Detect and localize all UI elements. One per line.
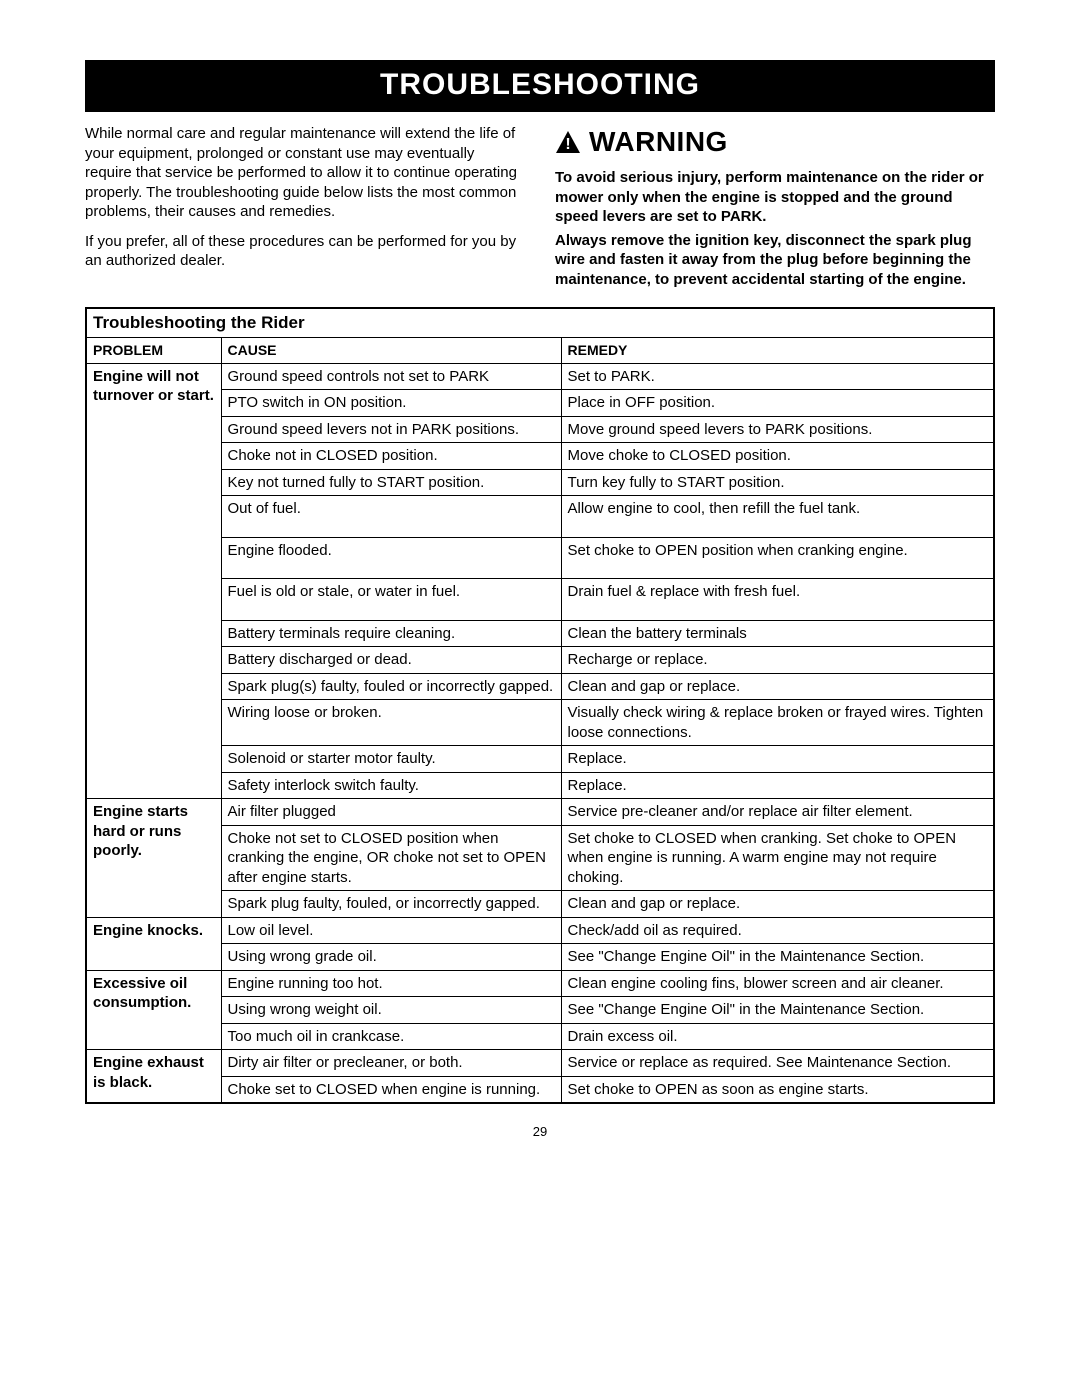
cause-cell: Engine running too hot. [221, 970, 561, 997]
table-row: Fuel is old or stale, or water in fuel.D… [86, 579, 994, 621]
cause-cell: Low oil level. [221, 917, 561, 944]
remedy-cell: Visually check wiring & replace broken o… [561, 700, 994, 746]
remedy-cell: Drain excess oil. [561, 1023, 994, 1050]
remedy-cell: Service or replace as required. See Main… [561, 1050, 994, 1077]
cause-cell: Engine flooded. [221, 537, 561, 579]
cause-cell: Air filter plugged [221, 799, 561, 826]
table-section-title: Troubleshooting the Rider [86, 308, 994, 338]
table-header-row: PROBLEM CAUSE REMEDY [86, 338, 994, 363]
table-row: Choke not set to CLOSED position when cr… [86, 825, 994, 891]
remedy-cell: Replace. [561, 772, 994, 799]
cause-cell: Ground speed levers not in PARK position… [221, 416, 561, 443]
intro-paragraph-2: If you prefer, all of these procedures c… [85, 232, 525, 271]
table-section-row: Troubleshooting the Rider [86, 308, 994, 338]
remedy-cell: Move ground speed levers to PARK positio… [561, 416, 994, 443]
remedy-cell: Check/add oil as required. [561, 917, 994, 944]
problem-cell: Engine knocks. [86, 917, 221, 970]
table-row: Engine starts hard or runs poorly.Air fi… [86, 799, 994, 826]
cause-cell: Choke not set to CLOSED position when cr… [221, 825, 561, 891]
page-title-bar: TROUBLESHOOTING [85, 60, 995, 112]
cause-cell: Wiring loose or broken. [221, 700, 561, 746]
remedy-cell: Allow engine to cool, then refill the fu… [561, 496, 994, 538]
table-row: Engine exhaust is black.Dirty air filter… [86, 1050, 994, 1077]
table-row: Key not turned fully to START position.T… [86, 469, 994, 496]
cause-cell: PTO switch in ON position. [221, 390, 561, 417]
cause-cell: Too much oil in crankcase. [221, 1023, 561, 1050]
table-row: Using wrong grade oil.See "Change Engine… [86, 944, 994, 971]
remedy-cell: Replace. [561, 746, 994, 773]
problem-cell: Excessive oil consumption. [86, 970, 221, 1050]
table-row: Too much oil in crankcase.Drain excess o… [86, 1023, 994, 1050]
svg-text:!: ! [565, 136, 570, 153]
remedy-cell: Service pre-cleaner and/or replace air f… [561, 799, 994, 826]
intro-paragraph-1: While normal care and regular maintenanc… [85, 124, 525, 222]
table-row: Engine knocks.Low oil level.Check/add oi… [86, 917, 994, 944]
table-row: Engine flooded.Set choke to OPEN positio… [86, 537, 994, 579]
warning-triangle-icon: ! [555, 130, 581, 154]
remedy-cell: Recharge or replace. [561, 647, 994, 674]
table-row: Choke set to CLOSED when engine is runni… [86, 1076, 994, 1103]
table-row: Wiring loose or broken.Visually check wi… [86, 700, 994, 746]
cause-cell: Using wrong weight oil. [221, 997, 561, 1024]
header-cause: CAUSE [221, 338, 561, 363]
warning-box: ! WARNING To avoid serious injury, perfo… [555, 124, 995, 293]
table-row: Solenoid or starter motor faulty.Replace… [86, 746, 994, 773]
warning-paragraph-2: Always remove the ignition key, disconne… [555, 231, 995, 290]
header-problem: PROBLEM [86, 338, 221, 363]
remedy-cell: Drain fuel & replace with fresh fuel. [561, 579, 994, 621]
table-row: Choke not in CLOSED position.Move choke … [86, 443, 994, 470]
cause-cell: Battery discharged or dead. [221, 647, 561, 674]
table-row: Battery discharged or dead.Recharge or r… [86, 647, 994, 674]
table-row: Excessive oil consumption.Engine running… [86, 970, 994, 997]
remedy-cell: Place in OFF position. [561, 390, 994, 417]
remedy-cell: Set choke to OPEN as soon as engine star… [561, 1076, 994, 1103]
table-row: Engine will not turnover or start.Ground… [86, 363, 994, 390]
remedy-cell: Move choke to CLOSED position. [561, 443, 994, 470]
remedy-cell: Set choke to OPEN position when cranking… [561, 537, 994, 579]
table-row: Spark plug faulty, fouled, or incorrectl… [86, 891, 994, 918]
intro-columns: While normal care and regular maintenanc… [85, 124, 995, 293]
remedy-cell: Set to PARK. [561, 363, 994, 390]
problem-cell: Engine will not turnover or start. [86, 363, 221, 799]
table-row: Ground speed levers not in PARK position… [86, 416, 994, 443]
remedy-cell: Clean engine cooling fins, blower screen… [561, 970, 994, 997]
cause-cell: Choke set to CLOSED when engine is runni… [221, 1076, 561, 1103]
cause-cell: Dirty air filter or precleaner, or both. [221, 1050, 561, 1077]
remedy-cell: See "Change Engine Oil" in the Maintenan… [561, 997, 994, 1024]
table-row: PTO switch in ON position.Place in OFF p… [86, 390, 994, 417]
warning-heading: ! WARNING [555, 124, 995, 160]
problem-cell: Engine starts hard or runs poorly. [86, 799, 221, 918]
troubleshooting-table: Troubleshooting the Rider PROBLEM CAUSE … [85, 307, 995, 1104]
cause-cell: Spark plug faulty, fouled, or incorrectl… [221, 891, 561, 918]
table-row: Battery terminals require cleaning.Clean… [86, 620, 994, 647]
cause-cell: Solenoid or starter motor faulty. [221, 746, 561, 773]
header-remedy: REMEDY [561, 338, 994, 363]
cause-cell: Fuel is old or stale, or water in fuel. [221, 579, 561, 621]
cause-cell: Safety interlock switch faulty. [221, 772, 561, 799]
remedy-cell: Set choke to CLOSED when cranking. Set c… [561, 825, 994, 891]
problem-cell: Engine exhaust is black. [86, 1050, 221, 1104]
remedy-cell: See "Change Engine Oil" in the Maintenan… [561, 944, 994, 971]
remedy-cell: Clean the battery terminals [561, 620, 994, 647]
cause-cell: Key not turned fully to START position. [221, 469, 561, 496]
table-row: Spark plug(s) faulty, fouled or incorrec… [86, 673, 994, 700]
remedy-cell: Turn key fully to START position. [561, 469, 994, 496]
table-row: Out of fuel.Allow engine to cool, then r… [86, 496, 994, 538]
cause-cell: Choke not in CLOSED position. [221, 443, 561, 470]
warning-paragraph-1: To avoid serious injury, perform mainten… [555, 168, 995, 227]
intro-left: While normal care and regular maintenanc… [85, 124, 525, 293]
table-row: Using wrong weight oil.See "Change Engin… [86, 997, 994, 1024]
cause-cell: Using wrong grade oil. [221, 944, 561, 971]
remedy-cell: Clean and gap or replace. [561, 891, 994, 918]
cause-cell: Spark plug(s) faulty, fouled or incorrec… [221, 673, 561, 700]
warning-label: WARNING [589, 124, 728, 160]
cause-cell: Out of fuel. [221, 496, 561, 538]
table-row: Safety interlock switch faulty.Replace. [86, 772, 994, 799]
cause-cell: Ground speed controls not set to PARK [221, 363, 561, 390]
cause-cell: Battery terminals require cleaning. [221, 620, 561, 647]
page: TROUBLESHOOTING While normal care and re… [0, 0, 1080, 1169]
page-number: 29 [85, 1124, 995, 1139]
remedy-cell: Clean and gap or replace. [561, 673, 994, 700]
